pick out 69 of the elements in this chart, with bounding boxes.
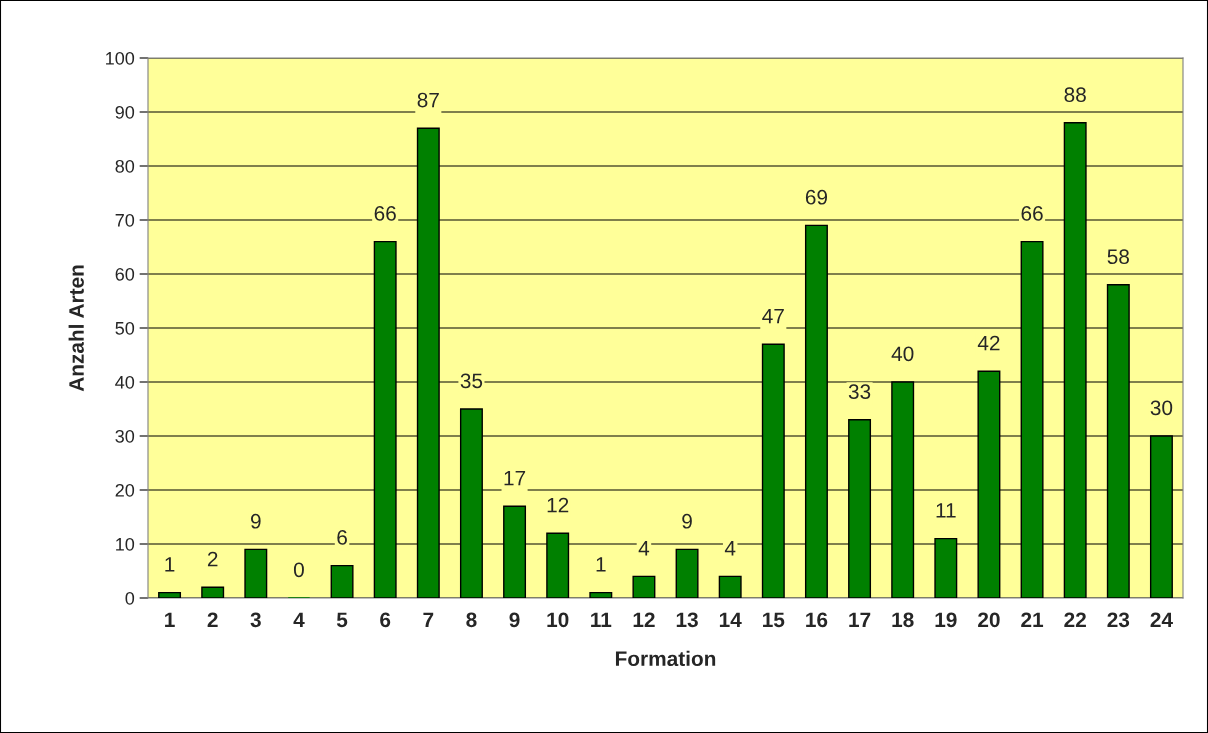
data-label: 12 <box>547 497 569 513</box>
x-tick-label: 19 <box>935 612 957 628</box>
data-label: 40 <box>891 346 914 362</box>
x-tick-label: 23 <box>1107 612 1130 628</box>
y-tick-label: 60 <box>115 267 135 281</box>
x-tick-label: 4 <box>293 612 305 627</box>
x-tick-label: 24 <box>1150 612 1173 627</box>
y-tick-label: 50 <box>115 321 135 335</box>
bar <box>201 586 225 598</box>
y-tick-label: 70 <box>115 213 135 227</box>
data-label: 0 <box>293 562 304 578</box>
bar <box>675 548 699 598</box>
y-tick-label: 90 <box>115 105 135 119</box>
x-tick-label: 20 <box>978 612 1000 628</box>
x-tick-label: 21 <box>1021 612 1044 627</box>
data-label: 30 <box>1150 400 1173 416</box>
y-tick-label: 100 <box>106 51 135 65</box>
x-tick-label: 13 <box>676 612 698 628</box>
x-tick-label: 8 <box>466 612 477 628</box>
x-tick-label: 14 <box>719 612 742 627</box>
x-tick-label: 15 <box>763 612 785 628</box>
y-tick-label: 10 <box>116 537 135 551</box>
y-axis-title: Anzahl Arten <box>68 265 84 392</box>
data-label: 35 <box>460 373 483 389</box>
x-tick-label: 6 <box>380 612 391 628</box>
x-tick-label: 11 <box>591 612 612 627</box>
y-tick-label: 30 <box>115 429 135 443</box>
data-label: 4 <box>724 541 736 556</box>
x-tick-label: 17 <box>849 612 871 627</box>
x-tick-label: 5 <box>336 612 348 628</box>
y-tick-label: 40 <box>115 375 135 389</box>
x-tick-label: 18 <box>892 612 914 628</box>
x-tick-label: 7 <box>423 612 434 627</box>
data-label: 88 <box>1064 87 1086 103</box>
data-label: 47 <box>762 308 784 324</box>
y-tick-label: 80 <box>115 159 135 173</box>
data-label: 9 <box>682 513 692 529</box>
data-label: 33 <box>848 384 871 400</box>
x-tick-label: 16 <box>806 612 828 628</box>
bar <box>158 591 182 598</box>
data-label: 69 <box>805 189 828 205</box>
bar <box>718 575 742 598</box>
data-label: 42 <box>977 335 1000 351</box>
data-label: 66 <box>374 206 396 221</box>
bar <box>330 564 354 598</box>
bar <box>632 575 656 598</box>
data-label: 11 <box>936 503 956 518</box>
data-label: 1 <box>596 557 606 572</box>
x-tick-label: 1 <box>165 612 175 627</box>
bar <box>244 548 268 598</box>
data-label: 1 <box>165 557 175 572</box>
data-label: 87 <box>417 92 439 108</box>
x-axis-title: Formation <box>615 650 716 667</box>
bar <box>589 591 613 598</box>
x-tick-label: 22 <box>1064 612 1086 627</box>
x-tick-label: 12 <box>633 612 655 627</box>
data-label: 9 <box>251 513 261 529</box>
y-tick-label: 0 <box>125 591 135 605</box>
x-tick-label: 9 <box>509 612 520 628</box>
data-label: 6 <box>337 530 347 545</box>
data-label: 58 <box>1107 249 1129 265</box>
x-tick-label: 3 <box>250 612 261 628</box>
y-tick-label: 20 <box>115 483 135 497</box>
data-label: 2 <box>207 551 218 567</box>
data-label: 17 <box>504 470 526 486</box>
x-tick-label: 10 <box>547 612 569 628</box>
data-label: 66 <box>1021 206 1043 221</box>
data-label: 4 <box>638 541 650 556</box>
x-tick-label: 2 <box>207 612 218 627</box>
